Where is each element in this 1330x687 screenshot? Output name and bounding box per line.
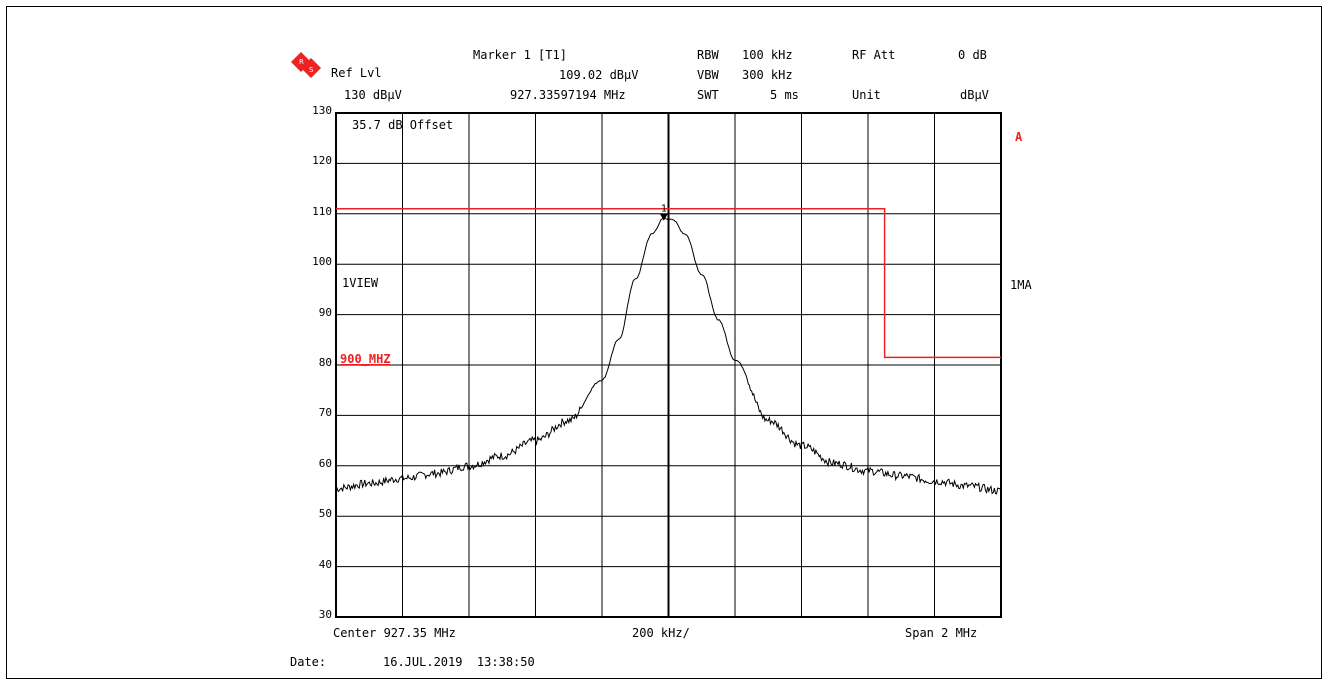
trace-a-indicator: A [1015, 130, 1023, 144]
printout-frame [6, 6, 1322, 679]
y-tick-label: 50 [318, 507, 332, 521]
frequency-per-division: 200 kHz/ [632, 626, 690, 640]
marker-frequency: 927.33597194 MHz [510, 88, 626, 102]
date-value: 16.JUL.2019 13:38:50 [383, 655, 535, 669]
y-tick-label: 70 [318, 406, 332, 420]
marker-level: 109.02 dBµV [559, 68, 639, 82]
trace-line [335, 217, 1002, 495]
y-tick-label: 100 [312, 255, 332, 269]
limit-line-label: 900_MHZ [340, 352, 391, 366]
vbw-value: 300 kHz [742, 68, 793, 82]
rbw-value: 100 kHz [742, 48, 793, 62]
detector-indicator: 1MA [1010, 278, 1032, 292]
center-frequency: Center 927.35 MHz [333, 626, 456, 640]
vbw-label: VBW [697, 68, 719, 82]
rohde-schwarz-logo: R S [291, 52, 321, 78]
y-tick-label: 60 [318, 456, 332, 470]
y-tick-label: 110 [312, 204, 332, 218]
date-label: Date: [290, 655, 327, 669]
rbw-label: RBW [697, 48, 719, 62]
unit-label: Unit [852, 88, 881, 102]
rf-att-label: RF Att [852, 48, 896, 62]
y-tick-label: 130 [312, 104, 332, 117]
offset-annotation: 35.7 dB Offset [352, 118, 454, 132]
limit-line [336, 208, 1001, 359]
rf-att-value: 0 dB [958, 48, 987, 62]
marker-label: Marker 1 [T1] [473, 48, 567, 62]
unit-value: dBµV [960, 88, 989, 102]
swt-label: SWT [697, 88, 719, 102]
y-tick-label: 30 [318, 608, 332, 621]
span: Span 2 MHz [905, 626, 978, 640]
y-tick-label: 40 [318, 557, 332, 571]
svg-text:R: R [299, 58, 304, 66]
y-tick-label: 80 [318, 356, 332, 369]
plot-border [335, 112, 1002, 618]
y-tick-label: 120 [312, 154, 332, 168]
swt-value: 5 ms [770, 88, 799, 102]
svg-text:S: S [309, 66, 314, 74]
view-annotation: 1VIEW [342, 276, 379, 290]
ref-level-value: 130 dBµV [344, 88, 402, 102]
marker-triangle [659, 213, 668, 221]
y-tick-label: 90 [318, 305, 332, 319]
marker-number: 1 [661, 204, 667, 215]
ref-level-label: Ref Lvl [331, 66, 382, 80]
